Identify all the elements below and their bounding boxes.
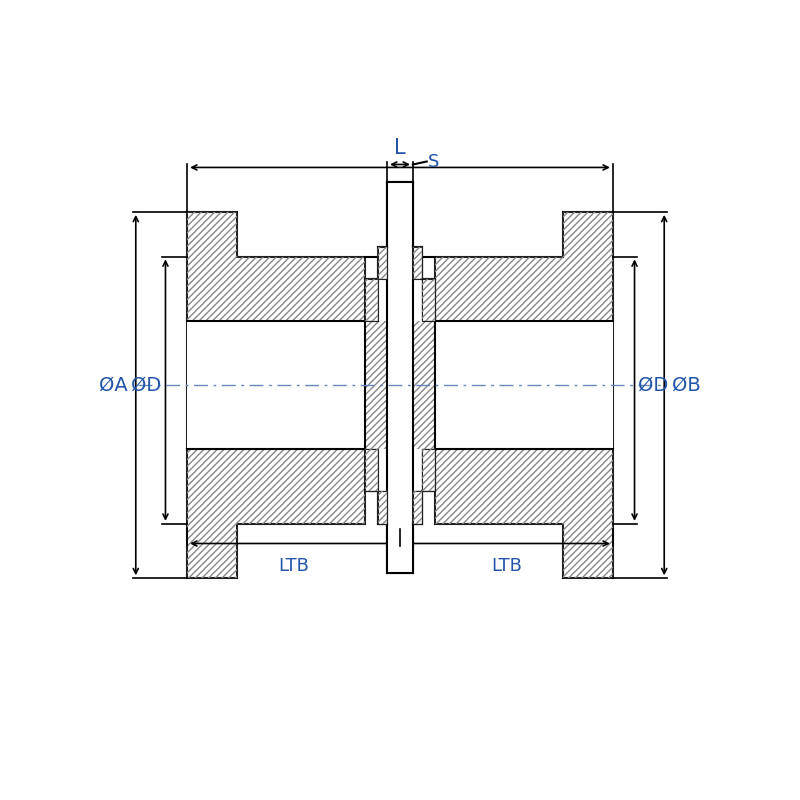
Text: S: S <box>428 153 439 170</box>
Polygon shape <box>387 246 413 524</box>
Polygon shape <box>434 321 613 450</box>
Polygon shape <box>413 246 422 279</box>
Text: ØB: ØB <box>672 376 701 394</box>
Polygon shape <box>187 321 366 450</box>
Polygon shape <box>187 182 613 578</box>
Polygon shape <box>366 279 378 321</box>
Polygon shape <box>387 182 413 246</box>
Text: ØD: ØD <box>131 376 162 394</box>
Text: L: L <box>394 138 406 158</box>
Polygon shape <box>387 524 413 573</box>
Polygon shape <box>366 450 378 491</box>
Polygon shape <box>366 257 434 321</box>
Polygon shape <box>413 491 422 524</box>
Polygon shape <box>422 279 434 321</box>
Text: ØA: ØA <box>99 376 128 394</box>
Polygon shape <box>378 246 387 279</box>
Text: ØD: ØD <box>638 376 669 394</box>
Text: LTB: LTB <box>278 558 309 575</box>
Polygon shape <box>366 450 434 524</box>
Polygon shape <box>378 491 387 524</box>
Polygon shape <box>422 450 434 491</box>
Text: LTB: LTB <box>491 558 522 575</box>
